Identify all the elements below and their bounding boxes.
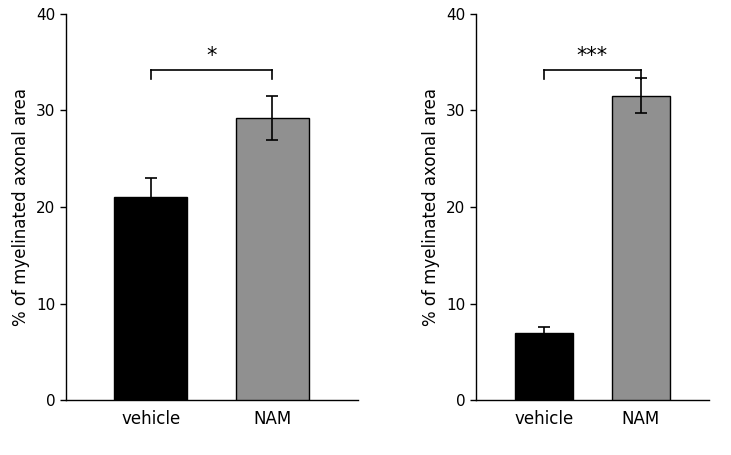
Y-axis label: % of myelinated axonal area: % of myelinated axonal area [423,88,440,326]
Text: ***: *** [577,46,608,66]
Bar [236,118,309,400]
Bar [612,96,670,400]
Bar [115,197,187,400]
Y-axis label: % of myelinated axonal area: % of myelinated axonal area [12,88,31,326]
Bar [515,333,573,400]
Text: *: * [206,46,217,66]
